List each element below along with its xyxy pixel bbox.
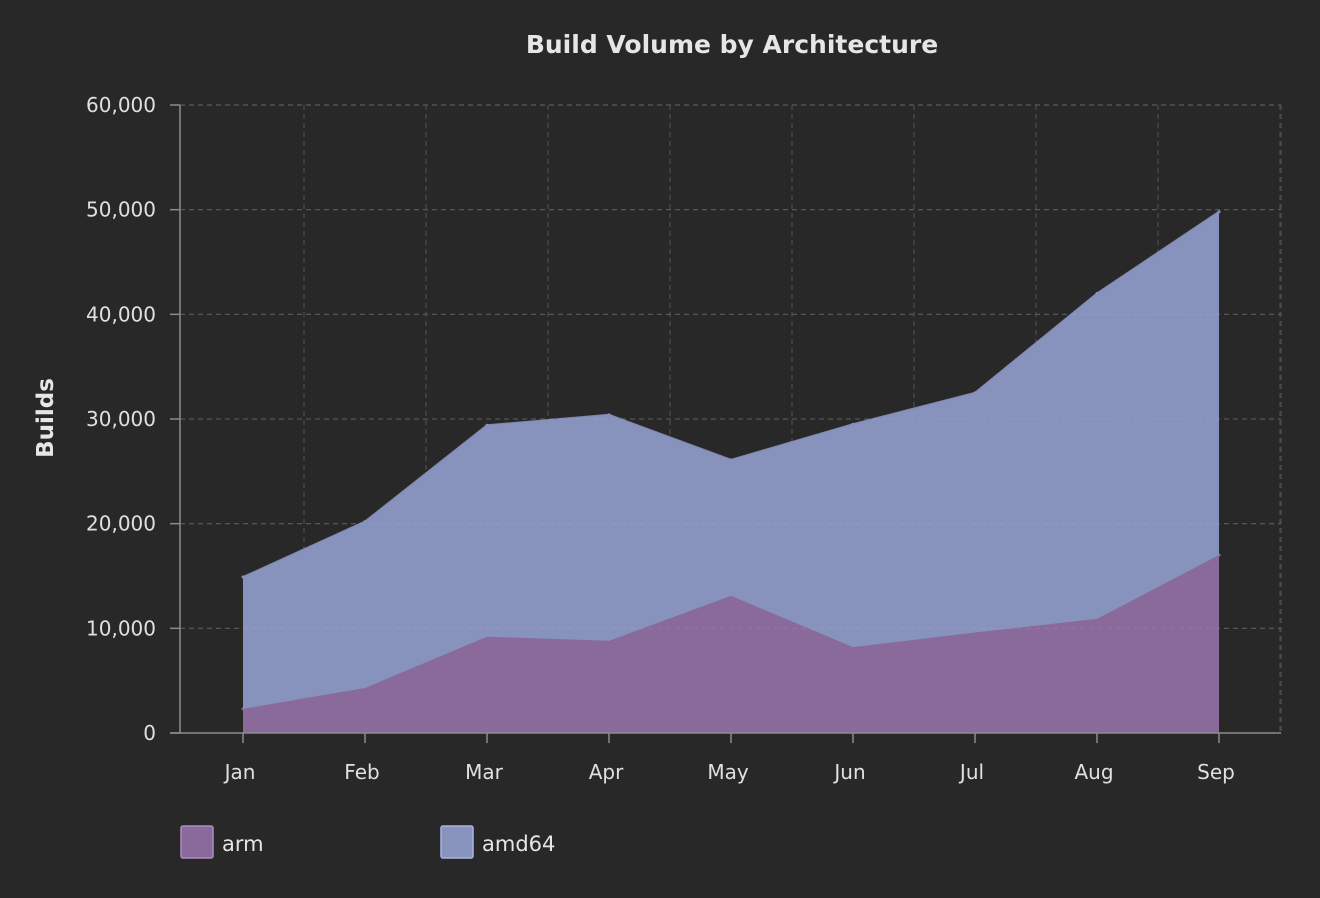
y-tick-label: 40,000: [86, 302, 156, 326]
point-amd64-Apr: [607, 413, 611, 417]
point-amd64-Mar: [485, 423, 489, 427]
x-tick-label: Jun: [832, 760, 865, 784]
x-tick-label: May: [707, 760, 749, 784]
legend-item-amd64: amd64: [440, 825, 555, 859]
x-tick-label: Apr: [589, 760, 624, 784]
point-amd64-Sep: [1217, 210, 1221, 214]
legend-item-arm: arm: [180, 825, 264, 859]
legend-swatch-amd64: [440, 825, 474, 859]
chart-title: Build Volume by Architecture: [526, 30, 938, 59]
legend-label-amd64: amd64: [482, 832, 555, 856]
axes: 0 10,000 20,000 30,000 40,000 50,000 60,000 Jan…: [86, 93, 1281, 784]
area-arm: [243, 555, 1219, 733]
data-areas: [180, 104, 1281, 733]
legend: arm amd64: [180, 825, 555, 859]
y-tick-label: 50,000: [86, 198, 156, 222]
x-tick-label: Sep: [1197, 760, 1235, 784]
y-axis-label: Builds: [33, 378, 59, 458]
x-tick-label: Aug: [1074, 760, 1113, 784]
point-amd64-Jun: [851, 422, 855, 426]
legend-label-arm: arm: [222, 832, 264, 856]
point-amd64-Feb: [363, 520, 367, 524]
y-tick-label: 30,000: [86, 407, 156, 431]
point-amd64-Jul: [973, 391, 977, 395]
point-amd64-Aug: [1095, 291, 1099, 295]
x-tick-label: Jan: [223, 760, 256, 784]
y-tick-label: 0: [143, 721, 156, 745]
x-tick-label: Jul: [958, 760, 984, 784]
y-tick-label: 20,000: [86, 512, 156, 536]
x-tick-label: Mar: [465, 760, 504, 784]
x-tick-label: Feb: [344, 760, 379, 784]
legend-swatch-arm: [180, 825, 214, 859]
point-amd64-May: [729, 458, 733, 462]
y-tick-label: 60,000: [86, 93, 156, 117]
point-amd64-Jan: [241, 575, 245, 579]
y-tick-label: 10,000: [86, 616, 156, 640]
